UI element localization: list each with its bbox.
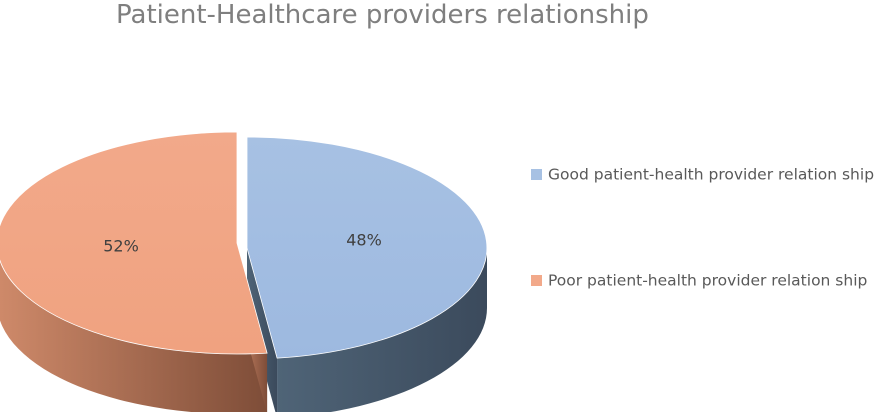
pie-slice-0	[246, 136, 488, 359]
pie-slice-side-0	[277, 248, 487, 412]
chart-title: Patient-Healthcare providers relationshi…	[116, 0, 649, 30]
legend: Good patient-health provider relation sh…	[531, 166, 874, 290]
legend-swatch-1	[531, 275, 542, 286]
legend-swatch-0	[531, 169, 542, 180]
data-label-1: 52%	[103, 237, 139, 256]
legend-label-1: Poor patient-health provider relation sh…	[548, 272, 867, 290]
data-label-0: 48%	[346, 231, 382, 250]
pie-slice-side-1	[0, 260, 268, 412]
data-labels: 48% 52%	[103, 231, 382, 256]
legend-label-0: Good patient-health provider relation sh…	[548, 166, 874, 184]
pie-slice-1	[0, 131, 268, 355]
pie-slice-face-0	[247, 248, 278, 412]
pie-slices	[0, 131, 488, 412]
